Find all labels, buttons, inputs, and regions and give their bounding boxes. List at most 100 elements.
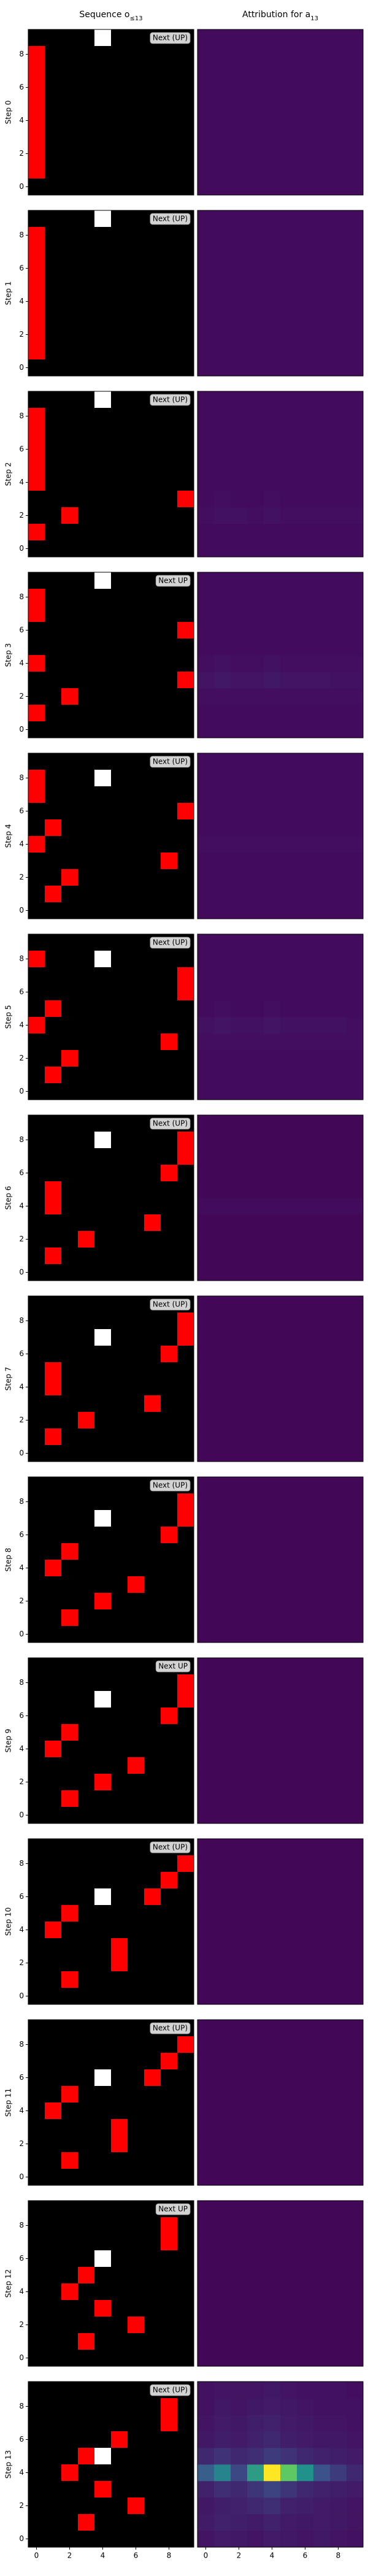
attribution-cell [313,2333,331,2350]
attribution-cell [280,836,297,853]
attribution-cell [330,753,347,770]
attribution-cell [313,1855,331,1873]
attribution-cell [264,1329,281,1346]
attribution-cell [264,1839,281,1856]
red-cell [94,1774,111,1790]
attribution-cell [214,524,231,541]
attribution-cell [297,1708,314,1725]
red-cell [94,2300,111,2317]
attribution-cell [330,2036,347,2053]
red-cell [28,310,45,326]
attribution-cell [280,1346,297,1363]
attribution-cell [297,343,314,360]
attribution-cell [330,293,347,310]
attribution-cell [264,441,281,458]
attribution-cell [297,441,314,458]
attribution-cell [197,1609,215,1627]
attribution-cell [297,63,314,80]
attribution-cell [347,1148,364,1165]
attribution-cell [197,1510,215,1527]
attribution-cell [231,1493,248,1511]
attribution-cell [313,721,331,738]
note-text: Next (UP) [153,34,188,42]
attribution-cell [297,293,314,310]
attribution-cell [247,1198,264,1215]
attribution-cell [264,391,281,408]
red-cell [78,2514,94,2531]
attribution-cell [297,2053,314,2070]
attribution-cell [347,162,364,179]
attribution-cell [247,1527,264,1544]
attribution-cell [197,984,215,1001]
y-tick-label: 6 [19,626,24,634]
attribution-cell [264,1609,281,1627]
red-cell [28,424,45,441]
y-tick-label: 6 [19,264,24,272]
note-box [150,2022,191,2034]
attribution-cell [297,2398,314,2415]
attribution-cell [280,2382,297,2399]
attribution-cell [313,2169,331,2186]
note-text: Next UP [158,577,188,585]
attribution-cell [231,853,248,870]
y-tick-label: 4 [19,1021,24,1029]
attribution-cell [197,1165,215,1182]
attribution-cell [313,1115,331,1132]
attribution-cell [313,1872,331,1889]
attribution-cell [313,391,331,408]
attribution-cell [231,672,248,689]
attribution-cell [280,2020,297,2037]
attribution-cell [347,227,364,244]
attribution-cell [197,2431,215,2448]
attribution-cell [197,770,215,787]
attribution-cell [197,129,215,146]
attribution-cell [313,507,331,524]
attribution-cell [197,1313,215,1330]
attribution-cell [264,819,281,837]
attribution-cell [347,1790,364,1807]
attribution-cell [330,1938,347,1955]
red-cell [61,1609,78,1626]
attribution-cell [347,1132,364,1149]
attribution-cell [197,424,215,442]
attribution-cell [297,853,314,870]
attribution-cell [214,886,231,903]
attribution-cell [264,836,281,853]
attribution-cell [297,1609,314,1627]
attribution-cell [313,210,331,228]
y-tick-label: 8 [19,2040,24,2049]
attribution-cell [313,1593,331,1610]
attribution-cell [280,1576,297,1593]
attribution-cell [231,145,248,163]
red-cell [61,2086,78,2103]
attribution-cell [231,655,248,672]
attribution-cell [214,951,231,968]
attribution-cell [330,391,347,408]
attribution-cell [280,1888,297,1906]
step-label: Step 4 [4,824,13,848]
attribution-cell [197,1872,215,1889]
y-tick-label: 4 [19,1202,24,1210]
attribution-cell [231,1313,248,1330]
attribution-cell [231,902,248,919]
attribution-cell [231,408,248,425]
attribution-cell [313,688,331,705]
attribution-cell [197,2136,215,2153]
attribution-cell [264,1214,281,1232]
attribution-cell [197,326,215,343]
y-tick-label: 8 [19,2221,24,2229]
attribution-cell [264,1741,281,1758]
attribution-cell [247,1626,264,1643]
attribution-cell [280,1938,297,1955]
attribution-cell [330,507,347,524]
attribution-cell [231,1938,248,1955]
attribution-cell [264,408,281,425]
attribution-cell [264,705,281,722]
